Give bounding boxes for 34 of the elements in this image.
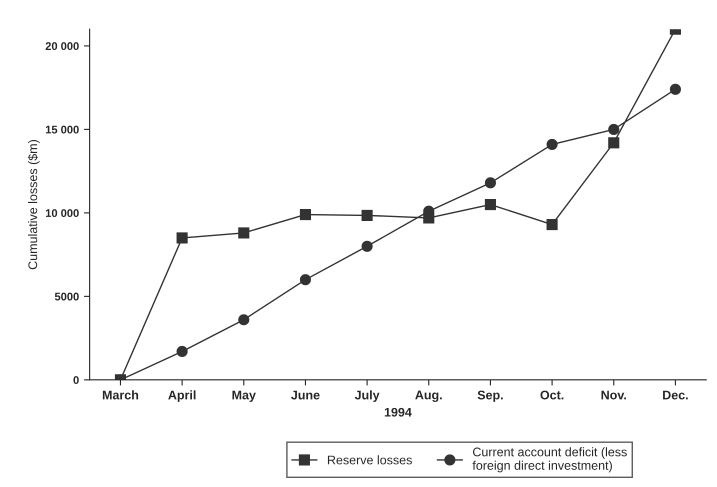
point (300, 209, 311, 220)
y-tick-label: 0 (73, 376, 79, 384)
point (176, 232, 188, 244)
point (362, 240, 373, 252)
point (238, 314, 250, 326)
point (362, 210, 373, 221)
x-tick-label: May (232, 390, 256, 402)
point (546, 138, 558, 150)
point (484, 177, 496, 188)
x-tick-label: Nov. (602, 390, 626, 400)
y-axis-title: Cumulative losses ($m) (28, 140, 40, 270)
legend-label: Current account deficit (less foreign direct investment) (472, 447, 627, 472)
x-tick-label: April (168, 390, 196, 402)
y-tick-label: 10 000 (46, 209, 79, 218)
x-tick-label: Dec. (663, 390, 688, 400)
y-tick-label: 5000 (54, 292, 79, 301)
point (484, 198, 496, 210)
point (608, 137, 620, 148)
point (176, 346, 188, 358)
x-tick-label: Aug. (415, 390, 442, 402)
point (608, 124, 620, 135)
point (546, 219, 558, 230)
point (238, 227, 250, 238)
y-tick-label: 15 000 (46, 126, 79, 134)
y-tick-label: 20 000 (46, 42, 79, 50)
x-tick-label: Oct. (540, 390, 564, 400)
x-tick-label: July (354, 390, 380, 402)
point (300, 274, 311, 286)
x-tick-label: June (291, 390, 320, 400)
x-tick-label: Sep. (478, 390, 503, 402)
point (670, 84, 681, 95)
x-tick-label: March (102, 390, 138, 400)
legend-label: Reserve losses (328, 455, 412, 464)
x-axis-title: 1994 (384, 408, 412, 417)
